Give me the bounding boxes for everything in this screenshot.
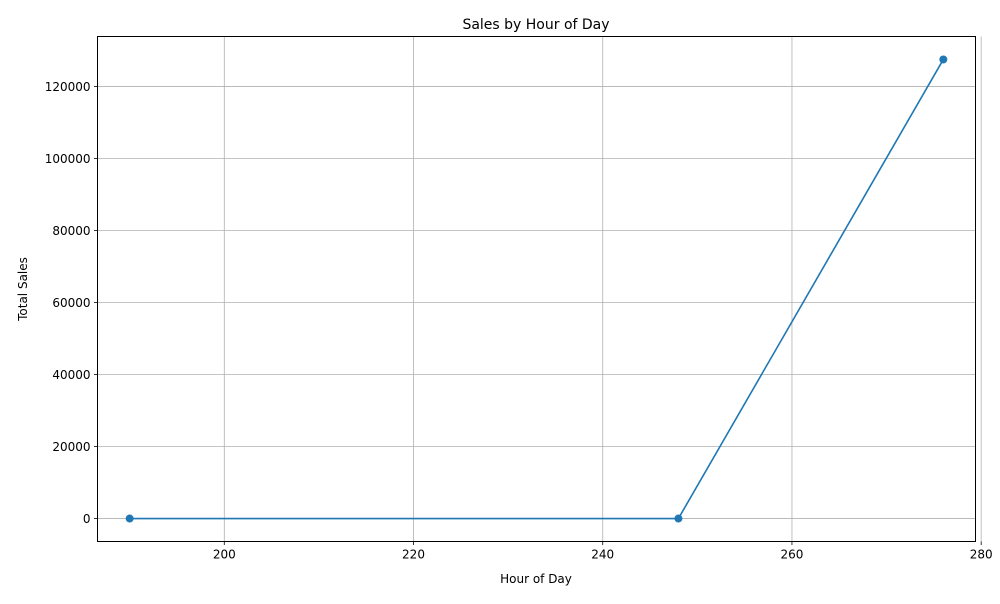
y-tick-label: 40000 bbox=[52, 368, 90, 382]
x-tick-label: 240 bbox=[591, 548, 614, 562]
grid-lines bbox=[97, 36, 982, 542]
series-group bbox=[125, 55, 948, 523]
y-axis-ticks: 0 20000 40000 60000 80000 100000 120000 bbox=[45, 80, 98, 526]
chart-title: Sales by Hour of Day bbox=[462, 17, 609, 33]
y-tick-label: 80000 bbox=[52, 224, 90, 238]
y-tick-label: 120000 bbox=[45, 80, 91, 94]
x-tick-label: 220 bbox=[402, 548, 425, 562]
x-tick-label: 200 bbox=[213, 548, 236, 562]
y-tick-label: 100000 bbox=[45, 152, 91, 166]
x-axis-label: Hour of Day bbox=[500, 572, 572, 586]
data-point bbox=[125, 514, 134, 523]
y-tick-label: 20000 bbox=[52, 440, 90, 454]
x-tick-label: 280 bbox=[970, 548, 993, 562]
data-point bbox=[939, 55, 948, 64]
y-tick-label: 60000 bbox=[52, 296, 90, 310]
plot-frame bbox=[97, 36, 976, 542]
x-tick-label: 260 bbox=[780, 548, 803, 562]
series-line bbox=[128, 58, 945, 520]
y-tick-label: 0 bbox=[83, 512, 91, 526]
x-axis-ticks: 200 220 240 260 280 bbox=[213, 541, 993, 562]
y-axis-label: Total Sales bbox=[16, 257, 30, 322]
data-point bbox=[674, 514, 683, 523]
